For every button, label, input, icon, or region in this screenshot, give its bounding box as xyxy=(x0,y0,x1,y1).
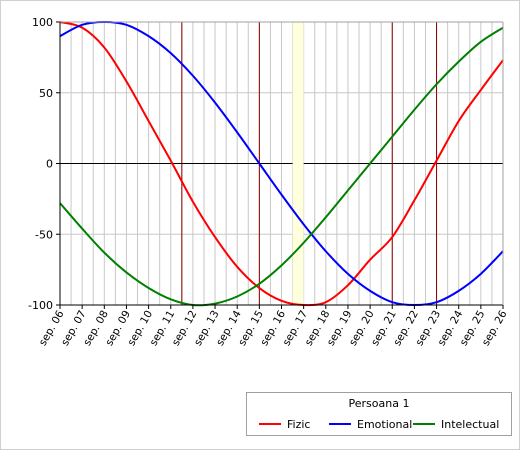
legend-item-fizic: Fizic xyxy=(259,417,310,431)
y-tick-label: -100 xyxy=(28,299,53,312)
legend-swatch-intelectual xyxy=(413,423,435,425)
series-line-emotional xyxy=(59,20,504,307)
series-line-intelectual xyxy=(59,26,504,307)
legend-label-intelectual: Intelectual xyxy=(441,417,500,431)
legend-item-emotional: Emotional xyxy=(329,417,412,431)
series-line-fizic xyxy=(59,21,504,307)
y-tick-label: 50 xyxy=(39,87,53,100)
legend: Persoana 1 Fizic Emotional Intelectual xyxy=(246,392,512,436)
legend-swatch-fizic xyxy=(259,423,281,425)
highlight-band xyxy=(292,22,304,305)
y-tick-label: -50 xyxy=(35,228,53,241)
legend-label-fizic: Fizic xyxy=(287,417,311,431)
y-tick-label: 100 xyxy=(32,16,53,29)
y-tick-label: 0 xyxy=(46,158,53,171)
legend-title: Persoana 1 xyxy=(348,397,410,410)
legend-item-intelectual: Intelectual xyxy=(413,417,499,431)
legend-swatch-emotional xyxy=(329,423,351,425)
legend-label-emotional: Emotional xyxy=(357,417,413,431)
